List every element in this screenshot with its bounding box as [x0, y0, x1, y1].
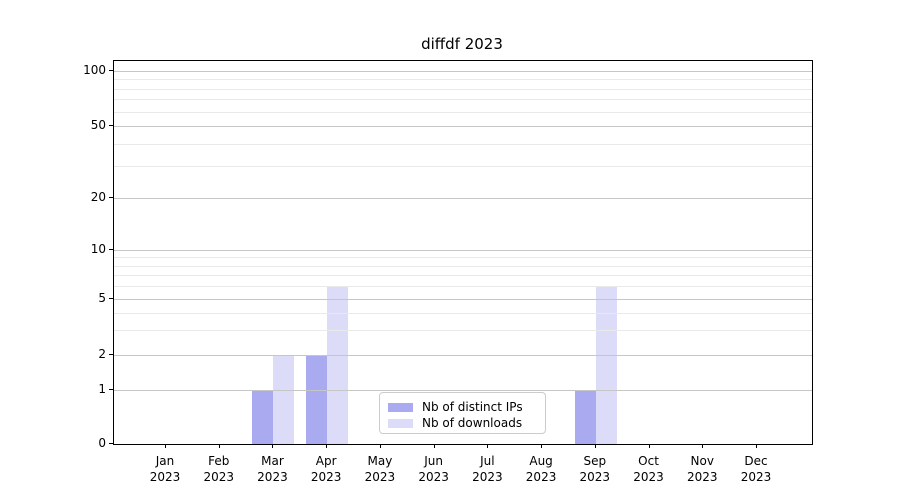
x-tick-label: May 2023: [364, 454, 396, 484]
bar-distinct-ips: [574, 390, 596, 444]
gridline-major: [114, 299, 812, 300]
x-tick-mark: [541, 444, 543, 448]
x-tick-mark: [702, 444, 704, 448]
y-tick-mark: [109, 388, 113, 390]
y-tick-mark: [109, 197, 113, 198]
gridline-minor: [114, 257, 812, 259]
legend: Nb of distinct IPs Nb of downloads: [379, 392, 546, 434]
legend-swatch-distinct-ips: [388, 402, 413, 412]
y-tick-label: 5: [98, 291, 106, 305]
legend-swatch-downloads: [388, 418, 413, 428]
gridline-minor: [114, 312, 812, 314]
gridline-major: [114, 250, 812, 251]
bar-distinct-ips: [252, 390, 274, 444]
gridline-major: [114, 355, 812, 356]
x-tick-label: Feb 2023: [203, 454, 234, 484]
x-tick-label: Apr 2023: [310, 454, 342, 484]
x-tick-label: Jul 2023: [472, 454, 503, 484]
y-tick-label: 50: [90, 118, 106, 133]
x-tick-label: Jan 2023: [149, 454, 181, 484]
y-tick-mark: [109, 249, 113, 250]
y-tick-mark: [109, 443, 113, 444]
y-tick-label: 100: [83, 63, 106, 77]
y-tick-mark: [109, 70, 113, 71]
y-tick-label: 10: [90, 242, 106, 256]
x-tick-mark: [755, 444, 757, 448]
x-tick-mark: [165, 444, 166, 448]
bar-downloads: [273, 355, 295, 444]
y-tick-label: 0: [98, 436, 106, 450]
gridline-minor: [114, 79, 812, 81]
x-tick-label: Oct 2023: [633, 454, 664, 484]
x-tick-label: Mar 2023: [257, 454, 288, 484]
gridline-major: [114, 71, 812, 72]
x-tick-label: Jun 2023: [418, 454, 449, 484]
bar-downloads: [327, 286, 349, 444]
gridline-major: [114, 126, 812, 128]
y-tick-mark: [109, 298, 113, 299]
x-tick-label: Sep 2023: [579, 454, 611, 484]
gridline-minor: [114, 265, 812, 267]
gridline-major: [114, 198, 812, 199]
gridline-minor: [114, 143, 812, 145]
bar-downloads: [595, 286, 617, 444]
y-tick-label: 1: [98, 381, 106, 396]
x-tick-label: Dec 2023: [740, 454, 772, 484]
legend-item-downloads: Nb of downloads: [388, 415, 537, 431]
gridline-minor: [114, 286, 812, 288]
bar-distinct-ips: [306, 355, 328, 444]
x-tick-mark: [487, 444, 489, 448]
x-tick-label: Aug 2023: [525, 454, 557, 484]
gridline-minor: [114, 330, 812, 332]
chart-title: diffdf 2023: [421, 35, 503, 53]
x-tick-mark: [379, 444, 381, 448]
y-tick-mark: [109, 354, 113, 355]
x-tick-mark: [326, 444, 328, 448]
y-tick-label: 20: [90, 190, 106, 204]
legend-label-distinct-ips: Nb of distinct IPs: [422, 400, 523, 414]
gridline-minor: [114, 275, 812, 277]
y-tick-label: 2: [98, 347, 106, 361]
x-tick-mark: [272, 444, 274, 448]
x-tick-mark: [594, 444, 596, 448]
x-tick-mark: [648, 444, 650, 448]
y-tick-mark: [109, 125, 113, 127]
gridline-minor: [114, 111, 812, 113]
legend-label-downloads: Nb of downloads: [422, 416, 523, 430]
gridline-minor: [114, 88, 812, 90]
x-tick-mark: [218, 444, 220, 448]
legend-item-distinct-ips: Nb of distinct IPs: [388, 399, 537, 415]
x-tick-mark: [433, 444, 435, 448]
x-tick-label: Nov 2023: [686, 454, 718, 484]
gridline-major: [114, 389, 812, 391]
gridline-minor: [114, 166, 812, 168]
gridline-minor: [114, 99, 812, 101]
plot-area: [113, 60, 813, 445]
